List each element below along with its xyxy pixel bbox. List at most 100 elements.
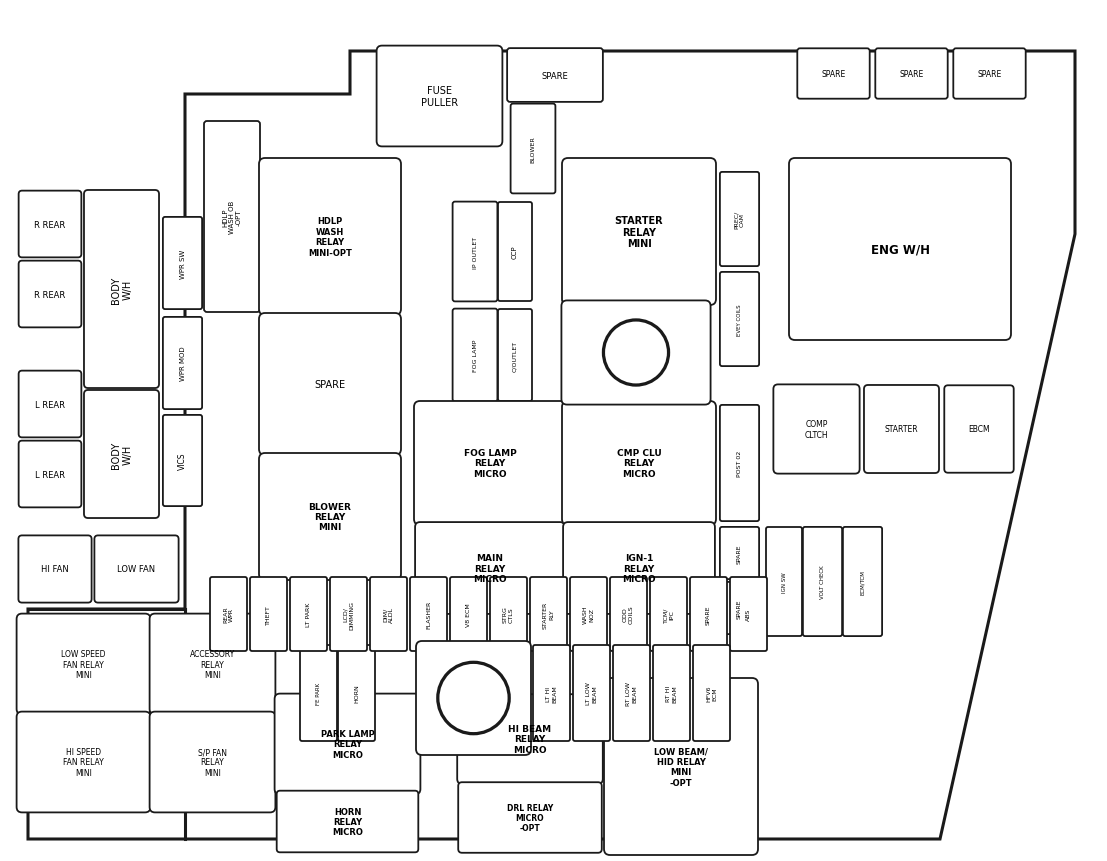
Text: DIM/
ALDL: DIM/ ALDL bbox=[383, 606, 394, 623]
Text: RT HI
BEAM: RT HI BEAM bbox=[666, 684, 676, 702]
FancyBboxPatch shape bbox=[290, 578, 327, 651]
FancyBboxPatch shape bbox=[410, 578, 447, 651]
Text: L REAR: L REAR bbox=[35, 400, 65, 409]
FancyBboxPatch shape bbox=[510, 104, 556, 195]
FancyBboxPatch shape bbox=[210, 578, 247, 651]
FancyBboxPatch shape bbox=[370, 578, 407, 651]
Text: CMP CLU
RELAY
MICRO: CMP CLU RELAY MICRO bbox=[617, 449, 661, 479]
FancyBboxPatch shape bbox=[561, 301, 711, 406]
Text: V8 ECM: V8 ECM bbox=[466, 603, 470, 626]
Text: SPARE: SPARE bbox=[541, 71, 568, 80]
Text: VOLT CHECK: VOLT CHECK bbox=[820, 565, 825, 598]
FancyBboxPatch shape bbox=[17, 712, 151, 813]
FancyBboxPatch shape bbox=[650, 578, 687, 651]
Text: SPARE: SPARE bbox=[899, 70, 923, 79]
FancyBboxPatch shape bbox=[532, 645, 570, 741]
FancyBboxPatch shape bbox=[653, 645, 690, 741]
Text: HDLP
WASH OB
-OPT: HDLP WASH OB -OPT bbox=[223, 201, 242, 234]
Text: SPARE: SPARE bbox=[706, 604, 711, 624]
FancyBboxPatch shape bbox=[300, 645, 337, 741]
FancyBboxPatch shape bbox=[507, 49, 603, 102]
FancyBboxPatch shape bbox=[163, 415, 203, 506]
Text: SPARE: SPARE bbox=[821, 70, 846, 79]
Text: ECM/TCM: ECM/TCM bbox=[860, 569, 865, 594]
FancyBboxPatch shape bbox=[842, 527, 882, 636]
Text: STRG
CTLS: STRG CTLS bbox=[503, 606, 514, 623]
FancyBboxPatch shape bbox=[562, 401, 716, 525]
Text: SPARE: SPARE bbox=[314, 380, 345, 389]
FancyBboxPatch shape bbox=[149, 614, 276, 715]
FancyBboxPatch shape bbox=[84, 391, 159, 518]
Text: STARTER
RLY: STARTER RLY bbox=[544, 601, 554, 628]
Text: LT PARK: LT PARK bbox=[306, 602, 311, 627]
Text: BODY
W/H: BODY W/H bbox=[111, 276, 133, 303]
FancyBboxPatch shape bbox=[797, 49, 870, 100]
FancyBboxPatch shape bbox=[259, 454, 401, 580]
Text: BODY
W/H: BODY W/H bbox=[111, 441, 133, 468]
Text: EBCM: EBCM bbox=[969, 425, 990, 434]
Text: DRL RELAY
MICRO
-OPT: DRL RELAY MICRO -OPT bbox=[507, 802, 554, 833]
FancyBboxPatch shape bbox=[570, 578, 607, 651]
FancyBboxPatch shape bbox=[453, 309, 497, 402]
FancyBboxPatch shape bbox=[163, 318, 203, 410]
FancyBboxPatch shape bbox=[163, 218, 203, 310]
FancyBboxPatch shape bbox=[693, 645, 730, 741]
Text: WPR SW: WPR SW bbox=[179, 249, 186, 278]
Text: COMP
CLTCH: COMP CLTCH bbox=[805, 420, 828, 439]
Text: HI SPEED
FAN RELAY
MINI: HI SPEED FAN RELAY MINI bbox=[63, 747, 104, 777]
Text: BLOWER: BLOWER bbox=[530, 136, 536, 163]
Text: R REAR: R REAR bbox=[34, 290, 65, 299]
FancyBboxPatch shape bbox=[275, 694, 421, 795]
Text: HDLP
WASH
RELAY
MINI-OPT: HDLP WASH RELAY MINI-OPT bbox=[308, 217, 352, 257]
FancyBboxPatch shape bbox=[789, 158, 1011, 341]
Text: PARK LAMP
RELAY
MICRO: PARK LAMP RELAY MICRO bbox=[321, 729, 374, 759]
FancyBboxPatch shape bbox=[720, 273, 759, 367]
Text: LOW BEAM/
HID RELAY
MINI
-OPT: LOW BEAM/ HID RELAY MINI -OPT bbox=[654, 746, 708, 787]
FancyBboxPatch shape bbox=[277, 790, 418, 852]
Text: VICS: VICS bbox=[178, 452, 187, 470]
FancyBboxPatch shape bbox=[338, 645, 375, 741]
Text: C/OUTLET: C/OUTLET bbox=[513, 340, 517, 371]
FancyBboxPatch shape bbox=[19, 441, 81, 508]
Text: ENG W/H: ENG W/H bbox=[870, 243, 930, 257]
FancyBboxPatch shape bbox=[19, 536, 92, 603]
FancyBboxPatch shape bbox=[730, 578, 767, 651]
FancyBboxPatch shape bbox=[84, 191, 159, 388]
FancyBboxPatch shape bbox=[944, 386, 1014, 474]
FancyBboxPatch shape bbox=[451, 578, 487, 651]
Text: LOW FAN: LOW FAN bbox=[117, 565, 156, 573]
Text: BLOWER
RELAY
MINI: BLOWER RELAY MINI bbox=[309, 502, 351, 532]
FancyBboxPatch shape bbox=[774, 385, 860, 474]
Text: THEFT: THEFT bbox=[266, 604, 271, 624]
FancyBboxPatch shape bbox=[720, 173, 759, 267]
FancyBboxPatch shape bbox=[863, 386, 939, 474]
Text: TCM/
IPC: TCM/ IPC bbox=[663, 607, 674, 622]
Text: FE PARK: FE PARK bbox=[315, 682, 321, 704]
Text: SPARE: SPARE bbox=[977, 70, 1002, 79]
FancyBboxPatch shape bbox=[876, 49, 948, 100]
FancyBboxPatch shape bbox=[414, 401, 566, 525]
Text: EVEY COILS: EVEY COILS bbox=[737, 304, 742, 336]
Text: L REAR: L REAR bbox=[35, 470, 65, 479]
Text: STARTER: STARTER bbox=[884, 425, 919, 434]
Text: LCD/
DIMMING: LCD/ DIMMING bbox=[343, 600, 354, 629]
Text: LOW SPEED
FAN RELAY
MINI: LOW SPEED FAN RELAY MINI bbox=[61, 649, 106, 679]
Text: CCP: CCP bbox=[513, 245, 518, 259]
FancyBboxPatch shape bbox=[458, 783, 602, 852]
FancyBboxPatch shape bbox=[953, 49, 1026, 100]
FancyBboxPatch shape bbox=[562, 158, 716, 306]
Text: REAR
WPR: REAR WPR bbox=[224, 606, 234, 623]
FancyBboxPatch shape bbox=[259, 158, 401, 316]
Text: ODD
COILS: ODD COILS bbox=[623, 605, 634, 623]
FancyBboxPatch shape bbox=[720, 527, 759, 579]
FancyBboxPatch shape bbox=[415, 523, 565, 614]
FancyBboxPatch shape bbox=[530, 578, 567, 651]
Text: WASH
NOZ: WASH NOZ bbox=[583, 605, 593, 623]
Text: SPARE: SPARE bbox=[737, 598, 742, 618]
FancyBboxPatch shape bbox=[250, 578, 287, 651]
Text: FLASHER: FLASHER bbox=[426, 600, 431, 629]
Polygon shape bbox=[28, 52, 1075, 839]
FancyBboxPatch shape bbox=[573, 645, 610, 741]
FancyBboxPatch shape bbox=[690, 578, 727, 651]
FancyBboxPatch shape bbox=[490, 578, 527, 651]
